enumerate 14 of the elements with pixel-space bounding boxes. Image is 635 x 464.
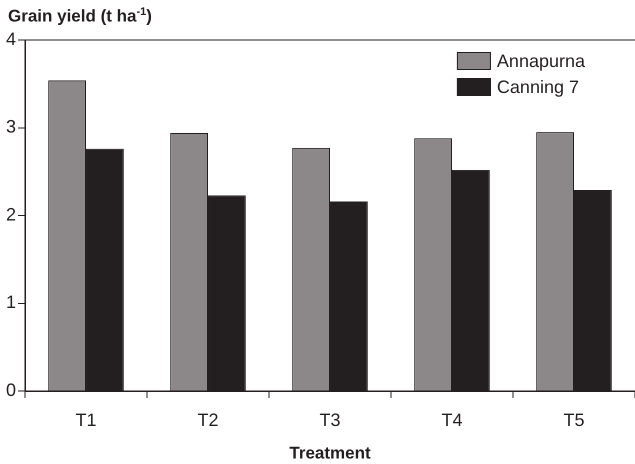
x-axis-title: Treatment: [289, 443, 371, 462]
x-tick-label: T2: [198, 410, 219, 430]
x-tick-label: T3: [320, 410, 341, 430]
legend-label: Canning 7: [496, 76, 580, 97]
y-tick-label: 0: [6, 380, 16, 400]
legend-label: Annapurna: [496, 50, 586, 71]
x-tick-label: T4: [441, 410, 463, 430]
x-tick-label: T5: [563, 410, 585, 430]
y-axis-title: Grain yield (t ha$^{-1}$): [8, 6, 152, 27]
x-tick-label: T1: [76, 410, 97, 430]
y-tick-label: 2: [6, 204, 16, 224]
y-tick-label: 3: [6, 116, 16, 137]
y-tick-label: 1: [6, 292, 16, 312]
y-tick-label: 4: [6, 28, 16, 49]
